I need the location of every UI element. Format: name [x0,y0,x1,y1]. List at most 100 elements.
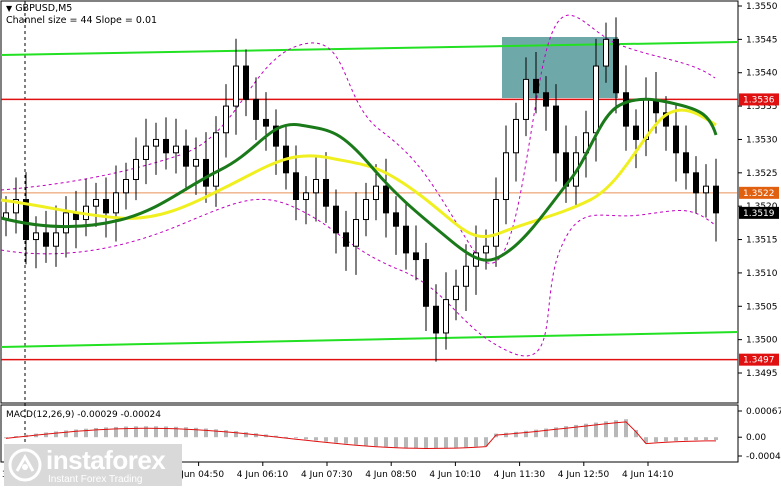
dropdown-triangle-icon[interactable]: ▼ [6,4,13,13]
candlestick [143,145,149,160]
macd-histogram-bar [364,437,368,446]
candlestick [513,118,519,154]
candlestick [523,78,529,120]
candlestick [443,299,449,334]
moving-average-slow [0,108,717,239]
candlestick [423,259,429,307]
macd-histogram-bar [114,426,118,438]
macd-histogram-bar [84,428,88,438]
macd-histogram-bar [244,432,248,438]
candlestick [233,65,239,107]
macd-histogram-bar [154,426,158,438]
symbol-label: GBPUSD,M5 [15,3,73,14]
macd-histogram-bar [504,432,508,438]
chart-title: ▼ GBPUSD,M5 Channel size = 44 Slope = 0.… [6,3,157,27]
candlestick [393,212,399,227]
macd-histogram-bar [624,419,628,438]
candlestick [103,199,109,214]
macd-histogram-bar [594,422,598,438]
candlestick [23,199,29,241]
time-tick-label: 4 Jun 10:10 [429,470,481,480]
candlestick [53,232,59,247]
price-tick-label: 1.3495 [746,369,778,379]
candlestick [253,98,259,120]
price-tick-label: 1.3500 [746,336,778,346]
macd-histogram-bar [584,423,588,438]
macd-tick-label: 0.00067 [746,407,781,417]
candlestick [493,199,499,247]
macd-histogram-bar [704,437,708,440]
candlestick [683,152,689,174]
candlestick [163,138,169,154]
candlestick [713,185,719,214]
macd-histogram-bar [344,437,348,444]
candlestick [193,158,199,167]
candlestick [303,192,309,201]
macd-tick-label: -0.00048 [746,452,781,462]
candlestick [323,178,329,207]
candlestick [533,78,539,94]
macd-histogram-bar [514,431,518,438]
candlestick [183,145,189,167]
candlestick [453,285,459,301]
price-tick-label: 1.3530 [746,135,778,145]
price-tag [739,353,779,366]
macd-histogram-bar [664,437,668,442]
price-tag-label: 1.3522 [743,189,775,199]
macd-histogram-bar [324,437,328,442]
candlestick [13,199,19,214]
time-tick-label: 4 Jun 14:10 [622,470,674,480]
candlestick [313,178,319,194]
price-tick-label: 1.3540 [746,69,778,79]
macd-histogram-bar [314,437,318,441]
macd-histogram-bar [474,437,478,447]
macd-histogram-bar [434,437,438,449]
price-tick-label: 1.3550 [746,2,778,12]
candlestick [223,105,229,134]
candlestick [43,232,49,247]
candlestick [353,219,359,247]
macd-histogram-bar [224,430,228,438]
price-tag [739,93,779,106]
candlestick [543,92,549,107]
macd-histogram-bar [464,437,468,448]
candlestick [463,265,469,287]
macd-histogram-bar [104,427,108,438]
macd-histogram-bar [54,431,58,438]
macd-histogram-bar [234,431,238,438]
macd-histogram-bar [194,427,198,438]
candlestick [173,145,179,154]
macd-histogram-bar [714,437,718,440]
instaforex-logo-icon [8,448,42,482]
macd-histogram-bar [14,436,18,438]
candlestick [673,125,679,154]
macd-histogram-bar [384,437,388,447]
macd-histogram-bar [524,430,528,438]
price-tick-label: 1.3525 [746,169,778,179]
macd-histogram-bar [534,429,538,438]
macd-histogram-bar [134,426,138,438]
macd-histogram-bar [614,420,618,438]
macd-histogram-bar [574,424,578,438]
bollinger-upper-band [0,14,716,264]
price-tag [739,186,779,199]
time-tick-label: 4 Jun 04:50 [173,470,225,480]
macd-histogram-bar [204,428,208,438]
candlestick [603,38,609,67]
macd-histogram-bar [454,437,458,448]
macd-histogram-bar [184,427,188,438]
candlestick [503,152,509,201]
macd-histogram-bar [74,429,78,438]
macd-histogram-bar [404,437,408,448]
candlestick [703,185,709,194]
price-tag-label: 1.3536 [743,95,775,105]
candlestick [373,185,379,201]
price-tick-label: 1.3505 [746,302,778,312]
candlestick [383,185,389,214]
candlestick [553,105,559,154]
candlestick [343,232,349,247]
macd-histogram-bar [94,427,98,438]
macd-histogram-bar [4,437,8,439]
moving-average-fast [0,97,718,262]
macd-histogram-bar [674,437,678,441]
